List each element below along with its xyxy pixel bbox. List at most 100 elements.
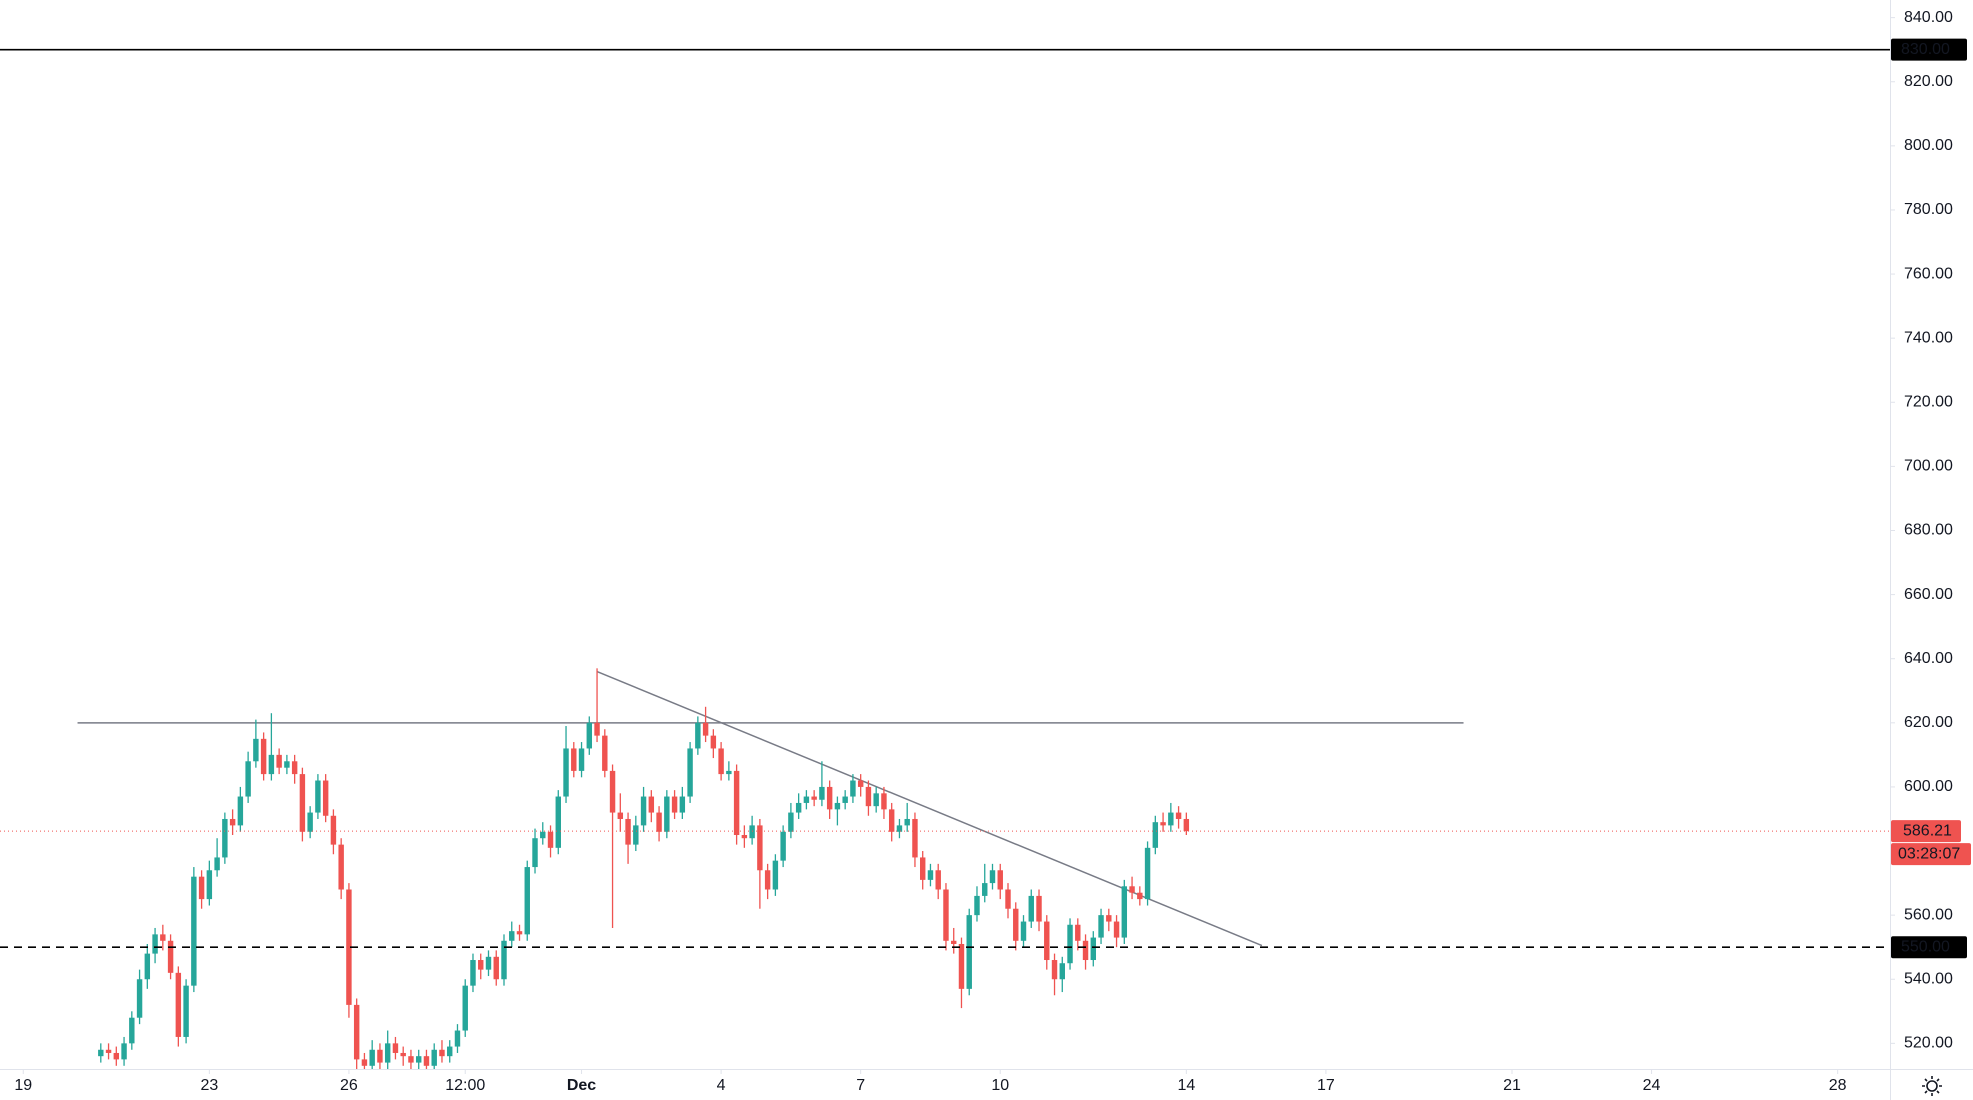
candle-body bbox=[431, 1049, 437, 1066]
candle-body bbox=[1098, 915, 1104, 938]
candle-body bbox=[260, 738, 267, 775]
candle-body bbox=[927, 870, 934, 880]
candle-body bbox=[772, 860, 779, 890]
candle-body bbox=[640, 796, 647, 826]
candle-body bbox=[718, 748, 724, 775]
trendline bbox=[596, 670, 1263, 947]
y-tick-label: 660.00 bbox=[1904, 586, 1953, 603]
candle-body bbox=[710, 735, 717, 749]
candle-body bbox=[516, 931, 523, 935]
candle-body bbox=[121, 1043, 127, 1060]
x-tick-label: 7 bbox=[856, 1077, 865, 1094]
candle-body bbox=[1005, 889, 1011, 909]
candle-body bbox=[392, 1043, 399, 1053]
candle-body bbox=[958, 943, 965, 989]
level-label: 550.00 bbox=[1901, 938, 1950, 955]
x-tick-label: 24 bbox=[1643, 1077, 1661, 1094]
candle-body bbox=[105, 1049, 112, 1053]
candle-body bbox=[547, 831, 554, 848]
candle-body bbox=[369, 1049, 375, 1066]
candle-body bbox=[571, 748, 577, 771]
candle-body bbox=[206, 870, 213, 900]
candle-body bbox=[943, 889, 949, 941]
candle-body bbox=[594, 722, 600, 736]
candle-body bbox=[951, 940, 957, 944]
y-tick-label: 760.00 bbox=[1904, 265, 1953, 282]
candle-body bbox=[1144, 847, 1151, 900]
last-price-box bbox=[1891, 820, 1961, 843]
candle-body bbox=[1067, 924, 1073, 964]
candle-body bbox=[826, 786, 833, 810]
candle-body bbox=[857, 780, 864, 787]
candle-body bbox=[1020, 921, 1027, 941]
candle-body bbox=[291, 761, 298, 775]
candle-body bbox=[726, 770, 732, 775]
candle-body bbox=[664, 796, 670, 832]
candle-body bbox=[695, 722, 701, 749]
x-tick-label: 12:00 bbox=[445, 1077, 485, 1094]
candle-body bbox=[175, 972, 182, 1037]
y-tick-label: 800.00 bbox=[1904, 137, 1953, 154]
candle-body bbox=[152, 934, 158, 954]
candle-body bbox=[532, 838, 538, 868]
y-tick-label: 740.00 bbox=[1904, 329, 1953, 346]
candle-body bbox=[1152, 822, 1159, 848]
candle-body bbox=[834, 802, 841, 810]
candle-body bbox=[423, 1056, 430, 1066]
candle-body bbox=[222, 818, 228, 858]
candle-body bbox=[167, 940, 174, 973]
x-tick-label: 10 bbox=[991, 1077, 1009, 1094]
candle-body bbox=[1175, 812, 1182, 819]
candle-body bbox=[602, 735, 608, 771]
candle-body bbox=[1075, 924, 1081, 941]
candle-body bbox=[656, 812, 662, 832]
candle-body bbox=[912, 818, 918, 858]
level-label-box bbox=[1891, 38, 1967, 61]
candle-body bbox=[268, 754, 275, 775]
candle-body bbox=[415, 1056, 422, 1063]
candle-body bbox=[509, 931, 515, 941]
candle-body bbox=[524, 867, 530, 935]
y-tick-label: 540.00 bbox=[1904, 970, 1953, 987]
candle-body bbox=[633, 825, 639, 845]
y-tick-label: 840.00 bbox=[1904, 9, 1953, 26]
candle-body bbox=[764, 870, 771, 890]
candle-body bbox=[733, 770, 740, 836]
candle-body bbox=[454, 1030, 461, 1047]
candle-body bbox=[98, 1049, 104, 1057]
candle-body bbox=[136, 979, 143, 1018]
x-tick-label: 14 bbox=[1177, 1077, 1195, 1094]
candle-body bbox=[687, 748, 693, 797]
candle-body bbox=[811, 796, 817, 800]
candle-body bbox=[842, 796, 848, 803]
candle-body bbox=[702, 722, 709, 736]
candle-body bbox=[408, 1056, 414, 1063]
x-tick-label: 17 bbox=[1317, 1077, 1335, 1094]
candle-body bbox=[229, 818, 236, 826]
candle-body bbox=[1051, 960, 1058, 980]
candle-body bbox=[338, 844, 344, 890]
candle-body bbox=[493, 956, 499, 980]
candle-body bbox=[648, 796, 655, 813]
candle-body bbox=[679, 796, 686, 813]
candle-body bbox=[253, 738, 259, 762]
candle-body bbox=[1106, 915, 1112, 922]
candle-body bbox=[400, 1052, 406, 1057]
settings-icon[interactable] bbox=[1922, 1076, 1942, 1096]
candle-body bbox=[780, 831, 786, 861]
candle-body bbox=[183, 985, 189, 1037]
candle-body bbox=[850, 780, 856, 797]
candle-body bbox=[299, 774, 306, 832]
candle-body bbox=[888, 809, 895, 832]
candle-body bbox=[982, 883, 988, 896]
candle-body bbox=[462, 985, 468, 1031]
candle-body bbox=[935, 870, 941, 890]
candle-body bbox=[919, 857, 926, 880]
candle-body bbox=[439, 1049, 445, 1057]
countdown-box bbox=[1891, 843, 1971, 866]
candle-body bbox=[129, 1017, 135, 1044]
candle-body bbox=[1090, 937, 1097, 961]
candle-body bbox=[1082, 940, 1089, 961]
candle-body bbox=[1160, 822, 1166, 826]
